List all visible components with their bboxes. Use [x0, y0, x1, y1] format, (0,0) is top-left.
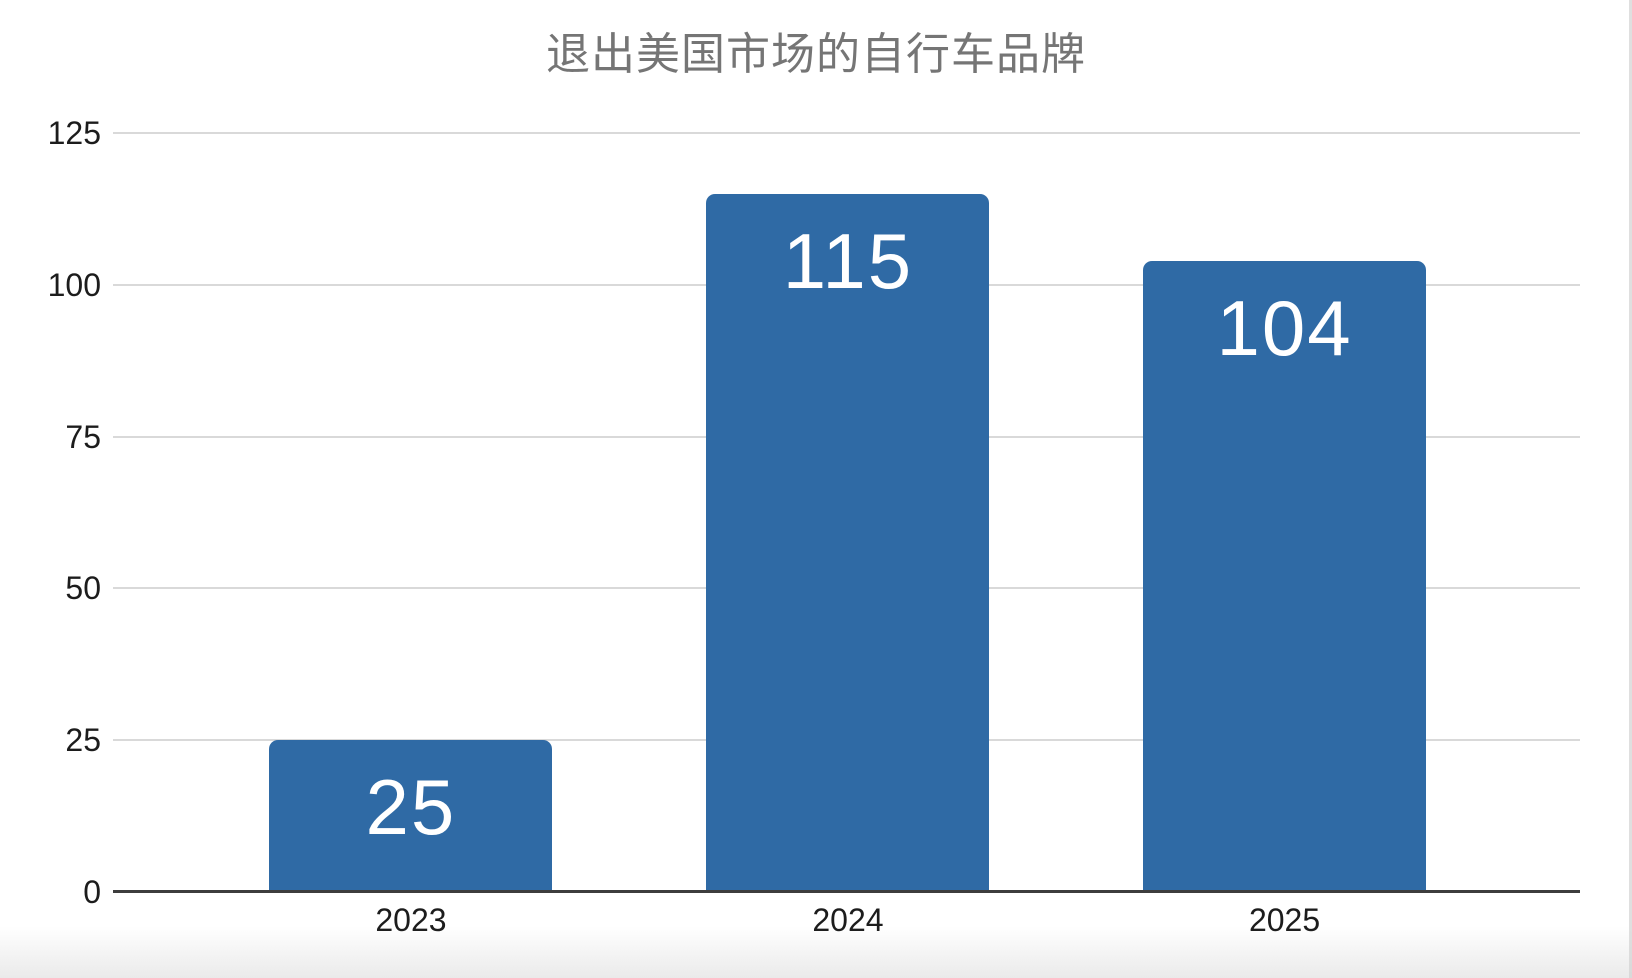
x-tick-label: 2025: [1248, 902, 1321, 938]
bar-2023: 25: [269, 740, 553, 892]
y-tick-label: 25: [65, 722, 101, 759]
bar-value-label: 115: [782, 216, 914, 305]
plot-area: 25 115 104: [113, 132, 1580, 893]
x-axis-baseline: [113, 890, 1580, 893]
y-tick-label: 0: [83, 874, 101, 910]
x-axis-tick-labels: 2023 2024 2025: [113, 898, 1580, 944]
y-tick-label: 125: [47, 115, 101, 151]
y-axis-tick-labels: 0 25 50 75 100 125: [0, 117, 101, 908]
x-tick-label: 2024: [812, 902, 884, 938]
bar-2025: 104: [1143, 260, 1427, 892]
bar-value-label: 104: [1216, 283, 1353, 372]
bar-value-label: 25: [365, 763, 457, 852]
y-tick-label: 75: [65, 418, 101, 455]
right-edge-line: [1629, 0, 1632, 978]
gridline-y-125: [113, 132, 1580, 134]
y-tick-label: 50: [65, 570, 101, 607]
y-tick-label: 100: [47, 266, 101, 303]
bar-2024: 115: [706, 193, 990, 892]
chart-title: 退出美国市场的自行车品牌: [546, 30, 1086, 79]
x-tick-label: 2023: [375, 902, 447, 938]
